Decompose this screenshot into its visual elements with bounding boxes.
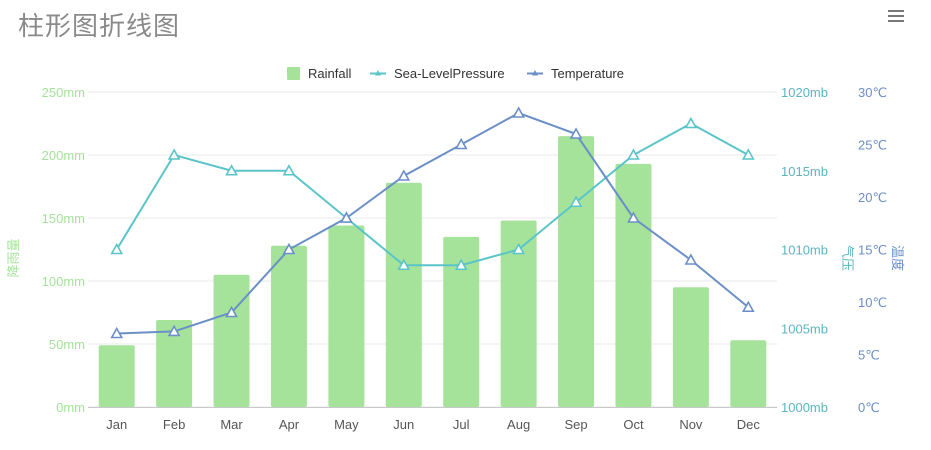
temperature-marker <box>684 253 698 265</box>
pressure-axis-tick-label: 1015mb <box>781 164 828 179</box>
temperature-axis-tick-label: 0℃ <box>858 400 880 415</box>
temperature-marker <box>627 211 640 223</box>
rainfall-bar <box>500 220 537 407</box>
temperature-marker <box>397 169 411 181</box>
pressure-marker <box>627 148 640 160</box>
pressure-marker <box>110 242 124 255</box>
temperature-axis-tick-label: 30℃ <box>858 85 887 100</box>
rainfall-bar <box>98 345 135 407</box>
rainfall-bar <box>730 340 767 407</box>
legend-item[interactable]: Sea-LevelPressure <box>370 66 505 81</box>
rainfall-bar <box>558 136 595 407</box>
chart-title: 柱形图折线图 <box>18 12 181 42</box>
pressure-axis-tick-label: 1000mb <box>781 400 828 415</box>
temperature-marker <box>454 137 468 150</box>
temperature-axis-tick-label: 20℃ <box>858 190 887 205</box>
left-axis-title: 降雨量 <box>6 238 21 277</box>
legend-label: Temperature <box>551 66 624 81</box>
x-axis-tick-label: May <box>334 417 359 432</box>
legend-marker <box>532 70 538 76</box>
pressure-marker <box>282 164 296 176</box>
temperature-marker <box>282 242 296 255</box>
hamburger-menu-icon[interactable] <box>884 6 908 28</box>
pressure-marker <box>454 258 468 271</box>
temperature-axis-tick-label: 15℃ <box>858 243 887 258</box>
x-axis-tick-label: Nov <box>679 417 703 432</box>
pressure-marker <box>569 195 583 208</box>
x-axis-tick-label: Feb <box>163 417 185 432</box>
legend-item[interactable]: Rainfall <box>287 66 351 81</box>
pressure-axis-title: 气压 <box>840 245 855 271</box>
pressure-marker <box>167 148 181 160</box>
pressure-marker <box>512 242 525 255</box>
pressure-axis-tick-label: 1010mb <box>781 243 828 258</box>
menu-bar-line <box>888 15 904 17</box>
rainfall-bar <box>385 182 422 407</box>
rainfall-bar <box>443 236 480 407</box>
rainfall-bar <box>328 225 365 407</box>
x-axis-tick-label: Oct <box>623 417 644 432</box>
legend-item[interactable]: Temperature <box>527 66 624 81</box>
temperature-marker <box>512 106 525 118</box>
temperature-marker <box>225 305 238 318</box>
x-axis-tick-label: Sep <box>564 417 587 432</box>
temperature-marker <box>110 326 124 339</box>
x-axis-tick-label: Jan <box>106 417 127 432</box>
rainfall-bar <box>213 274 250 407</box>
temperature-axis-tick-label: 10℃ <box>858 295 887 310</box>
legend-label: Sea-LevelPressure <box>394 66 505 81</box>
legend-label: Rainfall <box>308 66 351 81</box>
left-axis-tick-label: 0mm <box>56 400 85 415</box>
temperature-axis-title: 温度 <box>890 245 905 271</box>
pressure-marker <box>684 116 698 129</box>
left-axis-tick-label: 250mm <box>42 85 85 100</box>
legend-swatch <box>287 67 300 80</box>
left-axis-tick-label: 200mm <box>42 148 85 163</box>
menu-bar-line <box>888 10 904 12</box>
temperature-axis-tick-label: 5℃ <box>858 348 880 363</box>
rainfall-bar <box>270 245 307 407</box>
pressure-marker <box>741 148 755 160</box>
left-axis-tick-label: 150mm <box>42 211 85 226</box>
x-axis-tick-label: Jul <box>453 417 470 432</box>
pressure-marker <box>225 164 238 176</box>
pressure-marker <box>397 258 411 271</box>
rainfall-bar <box>672 287 709 407</box>
pressure-line <box>115 122 749 267</box>
left-axis-tick-label: 50mm <box>49 337 85 352</box>
rainfall-bar <box>156 320 193 407</box>
pressure-axis-tick-label: 1005mb <box>781 321 828 336</box>
x-axis-tick-label: Dec <box>737 417 761 432</box>
left-axis-tick-label: 100mm <box>42 274 85 289</box>
legend-marker <box>375 70 381 76</box>
temperature-marker <box>741 300 755 313</box>
x-axis-tick-label: Apr <box>279 417 300 432</box>
temperature-line <box>116 111 749 335</box>
temperature-marker <box>167 324 181 337</box>
x-axis-tick-label: Jun <box>393 417 414 432</box>
pressure-axis-tick-label: 1020mb <box>781 85 828 100</box>
temperature-marker <box>340 211 353 223</box>
x-axis-tick-label: Mar <box>220 417 243 432</box>
menu-bar-line <box>888 20 904 22</box>
temperature-marker <box>569 127 583 139</box>
temperature-axis-tick-label: 25℃ <box>858 138 887 153</box>
x-axis-tick-label: Aug <box>507 417 530 432</box>
